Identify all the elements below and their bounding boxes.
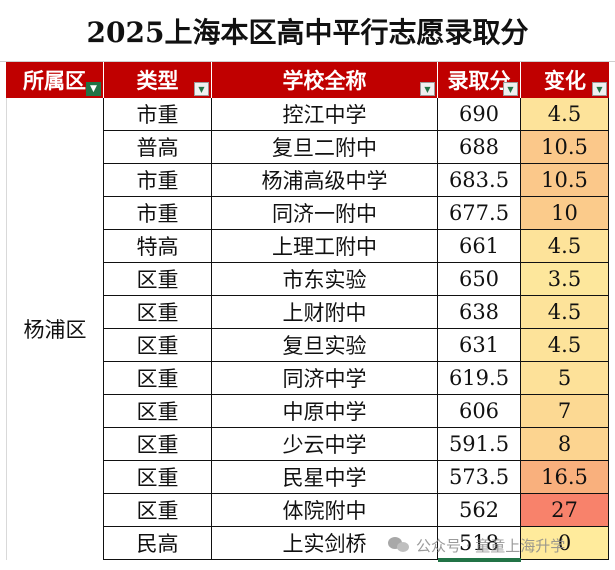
change-cell[interactable]: 10	[521, 197, 609, 230]
header-label: 所属区	[23, 68, 86, 93]
school-cell[interactable]: 复旦实验	[212, 329, 438, 362]
table-row: 区重 体院附中 562 27	[104, 494, 609, 527]
change-cell[interactable]: 10.5	[521, 131, 609, 164]
score-cell[interactable]: 631	[438, 329, 521, 362]
score-cell[interactable]: 606	[438, 395, 521, 428]
score-cell[interactable]: 683.5	[438, 164, 521, 197]
score-cell[interactable]: 518	[438, 527, 521, 560]
school-cell[interactable]: 中原中学	[212, 395, 438, 428]
table-row: 区重 同济中学 619.5 5	[104, 362, 609, 395]
filter-funnel-icon[interactable]: ▼	[86, 82, 101, 96]
school-cell[interactable]: 上理工附中	[212, 230, 438, 263]
table-row: 普高 复旦二附中 688 10.5	[104, 131, 609, 164]
type-cell[interactable]: 区重	[104, 362, 212, 395]
type-cell[interactable]: 区重	[104, 461, 212, 494]
school-cell[interactable]: 市东实验	[212, 263, 438, 296]
change-cell[interactable]: 0	[521, 527, 609, 560]
header-label: 变化	[544, 68, 586, 93]
change-cell[interactable]: 3.5	[521, 263, 609, 296]
header-type[interactable]: 类型 ▼	[104, 62, 212, 98]
school-cell[interactable]: 同济中学	[212, 362, 438, 395]
header-school[interactable]: 学校全称 ▼	[212, 62, 438, 98]
type-cell[interactable]: 市重	[104, 197, 212, 230]
type-cell[interactable]: 特高	[104, 230, 212, 263]
table-row: 区重 市东实验 650 3.5	[104, 263, 609, 296]
district-cell[interactable]: 杨浦区	[6, 98, 104, 560]
score-cell[interactable]: 650	[438, 263, 521, 296]
type-cell[interactable]: 区重	[104, 395, 212, 428]
header-label: 学校全称	[282, 68, 367, 93]
school-cell[interactable]: 同济一附中	[212, 197, 438, 230]
change-cell[interactable]: 16.5	[521, 461, 609, 494]
school-cell[interactable]: 复旦二附中	[212, 131, 438, 164]
school-cell[interactable]: 控江中学	[212, 98, 438, 131]
change-cell[interactable]: 4.5	[521, 329, 609, 362]
type-cell[interactable]: 市重	[104, 98, 212, 131]
filter-dropdown-icon[interactable]: ▼	[503, 82, 518, 96]
table-row: 特高 上理工附中 661 4.5	[104, 230, 609, 263]
table-row: 区重 民星中学 573.5 16.5	[104, 461, 609, 494]
table-row: 区重 少云中学 591.5 8	[104, 428, 609, 461]
sheet-title: 2025上海本区高中平行志愿录取分	[0, 0, 615, 62]
table-header: 所属区 ▼ 类型 ▼ 学校全称 ▼ 录取分 ▼ 变化 ▼	[6, 62, 609, 98]
score-cell[interactable]: 591.5	[438, 428, 521, 461]
table-row: 区重 复旦实验 631 4.5	[104, 329, 609, 362]
cell-selection-indicator	[438, 558, 521, 562]
score-cell[interactable]: 690	[438, 98, 521, 131]
school-cell[interactable]: 上实剑桥	[212, 527, 438, 560]
score-cell[interactable]: 619.5	[438, 362, 521, 395]
table-row: 民高 上实剑桥 518 0	[104, 527, 609, 560]
score-cell[interactable]: 573.5	[438, 461, 521, 494]
type-cell[interactable]: 民高	[104, 527, 212, 560]
header-label: 录取分	[447, 68, 511, 93]
type-cell[interactable]: 市重	[104, 164, 212, 197]
school-cell[interactable]: 上财附中	[212, 296, 438, 329]
type-cell[interactable]: 区重	[104, 263, 212, 296]
table-body: 市重 控江中学 690 4.5 普高 复旦二附中 688 10.5 市重 杨浦高级中学 683.5 1…	[104, 98, 609, 560]
change-cell[interactable]: 4.5	[521, 98, 609, 131]
school-cell[interactable]: 少云中学	[212, 428, 438, 461]
school-cell[interactable]: 民星中学	[212, 461, 438, 494]
score-cell[interactable]: 638	[438, 296, 521, 329]
table-row: 市重 杨浦高级中学 683.5 10.5	[104, 164, 609, 197]
type-cell[interactable]: 区重	[104, 428, 212, 461]
change-cell[interactable]: 4.5	[521, 230, 609, 263]
header-label: 类型	[136, 68, 179, 93]
table-row: 区重 上财附中 638 4.5	[104, 296, 609, 329]
type-cell[interactable]: 区重	[104, 296, 212, 329]
school-cell[interactable]: 体院附中	[212, 494, 438, 527]
score-cell[interactable]: 677.5	[438, 197, 521, 230]
score-cell[interactable]: 661	[438, 230, 521, 263]
change-cell[interactable]: 27	[521, 494, 609, 527]
school-cell[interactable]: 杨浦高级中学	[212, 164, 438, 197]
header-score[interactable]: 录取分 ▼	[438, 62, 521, 98]
table-row: 市重 同济一附中 677.5 10	[104, 197, 609, 230]
type-cell[interactable]: 区重	[104, 494, 212, 527]
type-cell[interactable]: 区重	[104, 329, 212, 362]
score-cell[interactable]: 688	[438, 131, 521, 164]
change-cell[interactable]: 4.5	[521, 296, 609, 329]
table-row: 市重 控江中学 690 4.5	[104, 98, 609, 131]
filter-dropdown-icon[interactable]: ▼	[592, 82, 607, 96]
header-district[interactable]: 所属区 ▼	[6, 62, 104, 98]
header-change[interactable]: 变化 ▼	[521, 62, 609, 98]
type-cell[interactable]: 普高	[104, 131, 212, 164]
score-cell[interactable]: 562	[438, 494, 521, 527]
change-cell[interactable]: 7	[521, 395, 609, 428]
filter-dropdown-icon[interactable]: ▼	[420, 82, 435, 96]
change-cell[interactable]: 8	[521, 428, 609, 461]
change-cell[interactable]: 5	[521, 362, 609, 395]
filter-dropdown-icon[interactable]: ▼	[194, 82, 209, 96]
table-row: 区重 中原中学 606 7	[104, 395, 609, 428]
change-cell[interactable]: 10.5	[521, 164, 609, 197]
